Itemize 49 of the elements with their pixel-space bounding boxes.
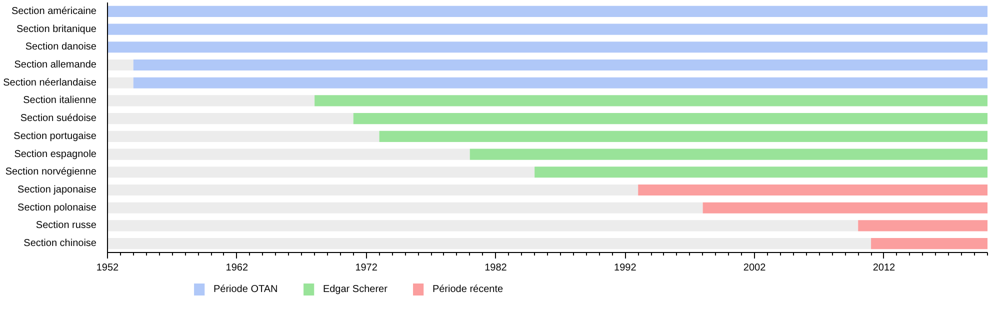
legend-label: Edgar Scherer	[322, 284, 388, 295]
x-tick-label: 1972	[355, 262, 378, 274]
bar	[108, 42, 988, 53]
x-tick-label: 1982	[484, 262, 508, 274]
bar	[108, 113, 354, 124]
bar	[108, 6, 988, 17]
bar	[133, 59, 988, 71]
x-tick-label: 1992	[614, 262, 637, 274]
bar	[108, 77, 134, 88]
x-tick-label: 1962	[226, 262, 248, 274]
bar	[108, 166, 535, 178]
bar	[314, 95, 988, 106]
x-tick-label: 2012	[872, 262, 896, 274]
y-tick-label: Section allemande	[14, 60, 97, 70]
bar	[133, 77, 988, 88]
bar	[353, 113, 988, 124]
y-tick-label: Section norvégienne	[5, 166, 97, 178]
x-tick-label: 2002	[743, 262, 766, 274]
bar	[108, 220, 858, 232]
bar	[638, 184, 988, 196]
x-tick-label: 1952	[96, 262, 120, 274]
y-tick-label: Section danoise	[25, 42, 97, 53]
y-tick-label: Section polonaise	[18, 202, 97, 214]
y-tick-label: Section japonaise	[18, 184, 97, 196]
bar	[379, 130, 988, 142]
y-tick-label: Section suédoise	[20, 113, 97, 124]
bar	[534, 166, 988, 178]
bar	[108, 130, 380, 142]
bar	[858, 220, 988, 232]
bar	[871, 238, 988, 250]
bar	[108, 24, 988, 35]
legend-label: Période OTAN	[213, 284, 278, 295]
y-tick-label: Section britanique	[16, 24, 97, 35]
bar	[702, 202, 988, 214]
y-tick-label: Section chinoise	[24, 238, 97, 250]
y-tick-label: Section espagnole	[14, 148, 97, 160]
bar	[108, 184, 638, 196]
y-tick-label: Section américaine	[11, 6, 97, 17]
bar	[108, 238, 872, 250]
bar	[108, 148, 470, 160]
bar	[470, 148, 988, 160]
bar	[108, 59, 134, 71]
y-tick-label: Section italienne	[23, 95, 97, 106]
bar	[108, 202, 703, 214]
y-tick-label: Section russe	[36, 220, 97, 232]
bar	[108, 95, 315, 106]
y-tick-label: Section portugaise	[14, 130, 97, 142]
y-tick-label: Section néerlandaise	[3, 77, 97, 88]
legend-label: Période récente	[432, 284, 504, 295]
